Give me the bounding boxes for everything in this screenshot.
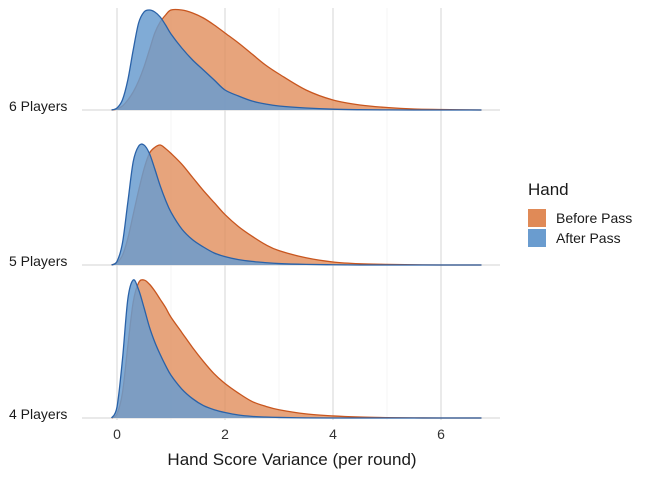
row-label: 5 Players [9,253,68,269]
density-area-before-pass [111,279,482,419]
legend-item-before-pass: Before Pass [528,208,632,228]
ridges [111,8,482,419]
legend-swatch [528,209,546,227]
ridge-5-players [111,143,482,266]
x-tick-label: 4 [329,426,337,442]
legend: Hand Before Pass After Pass [528,180,632,248]
density-line-after-pass [111,279,482,419]
density-area-before-pass [111,144,482,266]
density-area-after-pass [111,144,482,266]
x-tick-label: 6 [437,426,445,442]
density-area-after-pass [111,279,482,419]
legend-swatch [528,229,546,247]
x-axis-title: Hand Score Variance (per round) [167,450,417,469]
density-area-after-pass [111,9,482,111]
legend-title: Hand [528,180,569,199]
ridge-6-players [111,8,482,111]
row-label: 4 Players [9,406,68,422]
row-label: 6 Players [9,98,68,114]
x-tick-label: 2 [221,426,229,442]
ridge-4-players [111,279,482,419]
legend-label: Before Pass [556,210,633,226]
x-tick-label: 0 [113,426,121,442]
density-line-after-pass [111,9,482,111]
density-line-after-pass [111,143,482,266]
legend-label: After Pass [556,230,621,246]
legend-item-after-pass: After Pass [528,228,632,248]
